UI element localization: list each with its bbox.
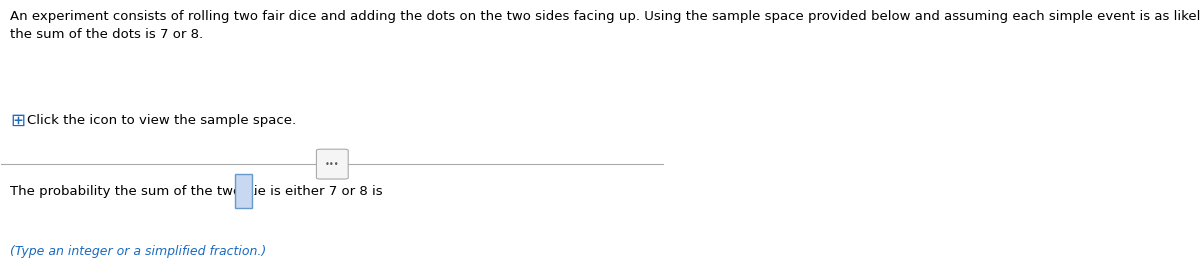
- FancyBboxPatch shape: [235, 175, 252, 208]
- Text: ⊞: ⊞: [10, 112, 25, 130]
- Text: .: .: [253, 185, 257, 198]
- Text: •••: •••: [325, 160, 340, 169]
- FancyBboxPatch shape: [317, 149, 348, 179]
- Text: (Type an integer or a simplified fraction.): (Type an integer or a simplified fractio…: [10, 246, 266, 258]
- Text: An experiment consists of rolling two fair dice and adding the dots on the two s: An experiment consists of rolling two fa…: [10, 10, 1200, 41]
- Text: The probability the sum of the two die is either 7 or 8 is: The probability the sum of the two die i…: [10, 185, 386, 198]
- Text: Click the icon to view the sample space.: Click the icon to view the sample space.: [28, 114, 296, 127]
